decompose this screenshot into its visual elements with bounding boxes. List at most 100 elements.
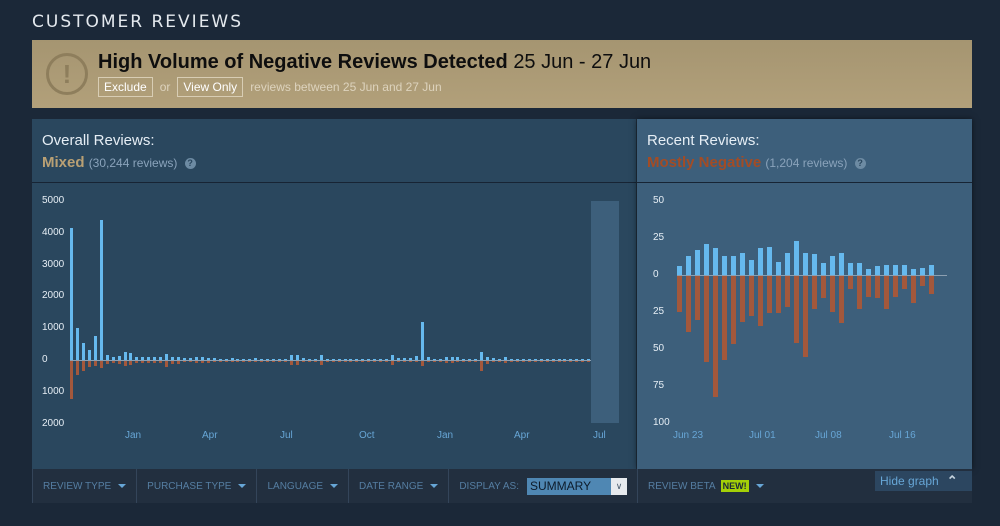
review-beta-filter[interactable]: REVIEW BETA NEW! [638,469,774,503]
recent-rating: Mostly Negative (1,204 reviews) ? [647,154,866,171]
positive-bar [117,355,121,360]
negative-bar [486,361,490,364]
hide-graph-label: Hide graph [880,474,939,488]
positive-bar [331,358,335,360]
recent-reviews-label: Recent Reviews: [647,132,760,149]
positive-bar [325,358,329,360]
positive-bar [527,359,531,360]
positive-bar [587,359,591,360]
date-range-filter[interactable]: DATE RANGE [349,469,450,503]
negative-bar [153,361,157,363]
double-chevron-up-icon: ⌃ [946,473,958,488]
positive-bar [248,358,252,360]
positive-bar [462,358,466,360]
negative-bar [272,361,276,362]
positive-bar [776,261,781,275]
positive-bar [87,349,91,360]
view-only-button[interactable]: View Only [177,77,244,97]
positive-bar [539,359,543,360]
positive-bar [218,358,222,360]
negative-bar [355,361,359,362]
exclude-button[interactable]: Exclude [98,77,153,97]
positive-bar [545,359,549,360]
positive-bar [373,359,377,360]
positive-bar [355,359,359,360]
positive-bar [515,359,519,360]
positive-bar [557,359,561,360]
positive-bar [521,359,525,360]
recent-reviews-panel: Recent Reviews: Mostly Negative (1,204 r… [637,119,972,469]
positive-bar [284,359,288,360]
alert-title-dates: 25 Jun - 27 Jun [513,51,652,73]
language-filter[interactable]: LANGUAGE [257,469,350,503]
overall-rating: Mixed (30,244 reviews) ? [42,154,196,171]
y-tick-label: 25 [653,232,665,243]
negative-bar [361,361,365,362]
negative-bar [182,361,186,363]
negative-bar [266,361,270,362]
positive-bar [141,356,145,360]
positive-bar [504,357,508,360]
help-icon[interactable]: ? [184,158,196,169]
negative-bar [337,361,341,362]
positive-bar [551,359,555,360]
y-tick-label: 50 [653,195,665,206]
purchase-type-filter[interactable]: PURCHASE TYPE [137,469,258,503]
positive-bar [129,352,133,360]
negative-bar [893,276,898,297]
caret-down-icon [330,484,339,488]
positive-bar [767,246,772,275]
positive-bar [111,356,115,360]
positive-bar [794,240,799,275]
caret-down-icon [118,484,127,488]
positive-bar [848,263,853,275]
negative-bar [492,361,496,363]
negative-bar [319,361,323,366]
negative-bar [75,361,79,376]
negative-bar [821,276,826,299]
negative-bar [325,361,329,362]
positive-bar [99,220,103,360]
review-filter-bar: REVIEW TYPE PURCHASE TYPE LANGUAGE DATE … [32,469,972,503]
x-tick-label: Jun 23 [673,430,704,441]
negative-bar [866,276,871,297]
negative-bar [713,276,718,398]
review-type-filter[interactable]: REVIEW TYPE [32,469,138,503]
display-as-select[interactable]: SUMMARY ∨ [527,477,627,495]
positive-bar [402,358,406,360]
positive-bar [105,355,109,360]
negative-bar [456,361,460,363]
negative-bar [254,361,258,362]
negative-bar [884,276,889,309]
y-tick-label: 4000 [42,226,65,238]
positive-bar [81,342,85,360]
negative-bar [758,276,763,327]
negative-bar [563,361,567,362]
negative-bar [331,361,335,362]
x-tick-label: Jul 08 [815,430,842,441]
x-tick-label: Jul [593,430,606,441]
chevron-down-icon: ∨ [611,477,627,495]
negative-bar [301,361,305,363]
positive-bar [367,359,371,360]
hide-graph-button[interactable]: Hide graph ⌃ [875,471,972,491]
help-icon[interactable]: ? [854,158,866,169]
negative-bar [367,361,371,362]
positive-bar [911,269,916,275]
positive-bar [432,358,436,360]
y-tick-label: 1000 [42,322,65,334]
positive-bar [533,359,537,360]
positive-bar [313,359,317,360]
review-beta-label: REVIEW BETA [648,480,716,492]
positive-bar [361,359,365,360]
positive-bar [426,357,430,360]
overall-reviews-label: Overall Reviews: [42,132,155,149]
positive-bar [212,358,216,360]
negative-bar [794,276,799,343]
positive-bar [821,263,826,275]
positive-bar [884,264,889,275]
negative-bar [385,361,389,362]
positive-bar [93,336,97,360]
negative-bar [704,276,709,362]
selected-range-handle[interactable] [591,201,619,423]
